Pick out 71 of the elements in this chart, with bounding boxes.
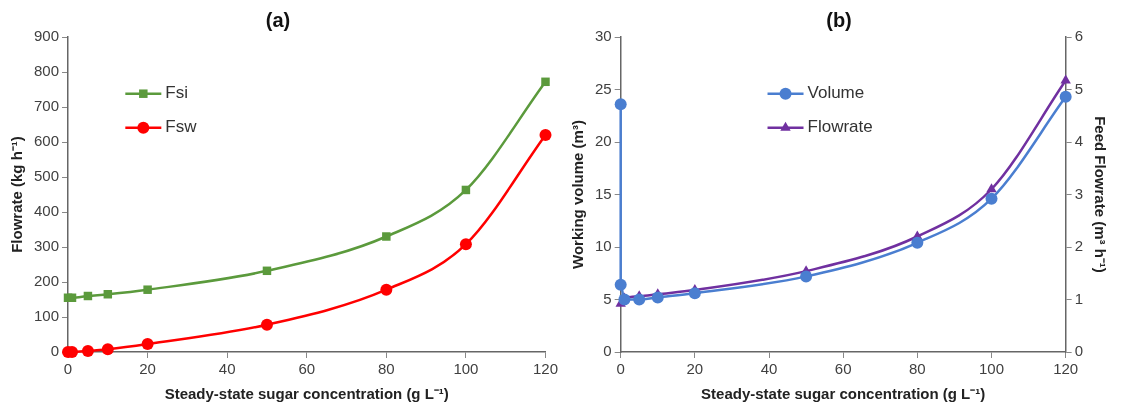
point (539, 129, 552, 141)
point (614, 98, 627, 111)
point (143, 285, 152, 294)
y-tick-label: 25 (595, 79, 612, 97)
x-tick-label: 40 (218, 360, 236, 378)
point (1059, 90, 1072, 103)
point (986, 183, 997, 193)
y2-axis-title: Feed Flowrate (m³ h⁻¹) (1091, 116, 1109, 273)
x-tick-label: 0 (63, 360, 73, 378)
y-tick-label: 500 (34, 167, 60, 185)
legend-label: Fsi (165, 83, 188, 103)
y-tick-label: 600 (34, 132, 60, 150)
point (633, 293, 646, 306)
y-tick-label: 30 (595, 27, 612, 45)
point (614, 278, 627, 291)
y2-tick-label: 5 (1074, 79, 1083, 97)
y-tick-label: 0 (603, 342, 612, 360)
point (382, 232, 391, 241)
x-tick-label: 0 (616, 360, 625, 378)
y-axis-title: Working volume (m³) (569, 120, 587, 269)
y-tick-label: 700 (34, 97, 60, 115)
point (260, 318, 273, 331)
y-tick-label: 0 (50, 342, 60, 360)
x-tick-label: 60 (298, 360, 316, 378)
y-axis-title: Flowrate (kg h⁻¹) (8, 136, 26, 253)
point (541, 77, 550, 87)
y-tick-label: 15 (595, 184, 612, 202)
x-tick-label: 100 (453, 360, 479, 378)
point (380, 283, 393, 296)
x-tick-label: 40 (760, 360, 778, 378)
y2-tick-label: 0 (1074, 342, 1083, 360)
y-tick-label: 5 (603, 289, 612, 307)
y-tick-label: 400 (34, 202, 60, 220)
x-tick-label: 60 (834, 360, 852, 378)
x-axis-title: Steady-state sugar concentration (g L⁻¹) (164, 385, 449, 403)
y2-tick-label: 6 (1074, 27, 1083, 45)
y-tick-label: 100 (34, 307, 60, 325)
y-tick-label: 20 (595, 132, 612, 150)
y2-tick-label: 3 (1074, 184, 1083, 202)
point (141, 337, 154, 350)
point (651, 291, 664, 304)
x-tick-label: 80 (908, 360, 926, 378)
y-tick-label: 900 (34, 27, 60, 45)
chart-title: (b) (826, 8, 852, 31)
x-tick-label: 80 (377, 360, 395, 378)
y-tick-label: 800 (34, 62, 60, 80)
x-tick-label: 120 (532, 360, 558, 378)
point (985, 192, 998, 205)
legend-label: Volume (807, 83, 865, 103)
x-tick-label: 20 (686, 360, 704, 378)
y-tick-label: 300 (34, 237, 60, 255)
point (459, 238, 472, 251)
x-axis-title: Steady-state sugar concentration (g L⁻¹) (701, 385, 986, 403)
legend-label: Flowrate (807, 117, 873, 137)
x-tick-label: 100 (978, 360, 1005, 378)
point (101, 343, 114, 356)
point (1060, 74, 1071, 84)
point (688, 287, 701, 300)
y-tick-label: 200 (34, 272, 60, 290)
y2-tick-label: 4 (1074, 132, 1083, 150)
y2-tick-label: 2 (1074, 237, 1083, 255)
x-tick-label: 120 (1053, 360, 1079, 378)
y-tick-label: 10 (595, 237, 612, 255)
point (618, 293, 631, 306)
x-tick-label: 20 (139, 360, 156, 378)
point (911, 236, 924, 249)
chart-title: (a) (265, 8, 291, 31)
legend-label: Fsw (165, 117, 198, 137)
point (800, 270, 813, 283)
y2-tick-label: 1 (1074, 289, 1083, 307)
point (81, 344, 94, 357)
